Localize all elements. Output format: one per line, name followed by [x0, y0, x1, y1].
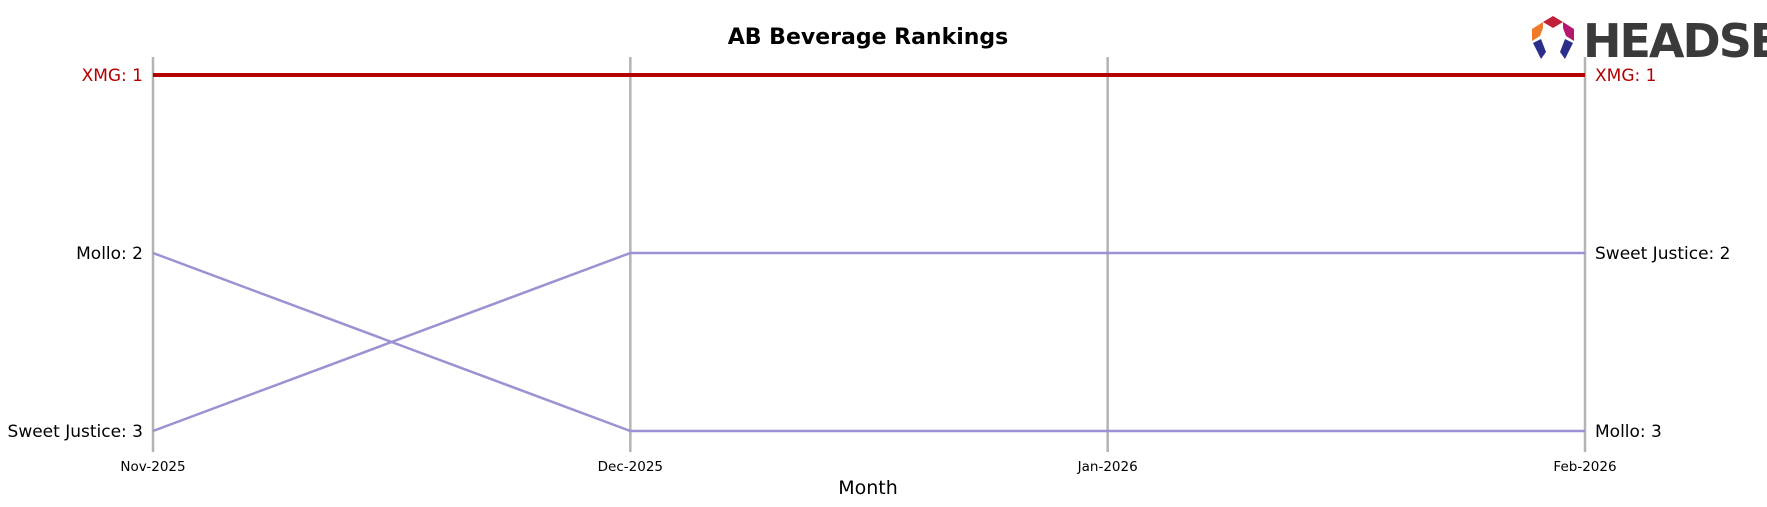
right-rank-label: Sweet Justice: 2: [1595, 244, 1730, 264]
chart-title: AB Beverage Rankings: [728, 25, 1009, 50]
headset-logo: HEADSET: [1532, 14, 1767, 68]
left-rank-label: XMG: 1: [82, 66, 143, 86]
headset-logo-icon: [1532, 16, 1574, 59]
left-rank-label: Mollo: 2: [76, 244, 143, 264]
left-rank-label: Sweet Justice: 3: [8, 422, 143, 442]
series-line-mollo: [152, 251, 1585, 433]
x-tick-label: Dec-2025: [598, 459, 663, 475]
x-tick-labels: Nov-2025 Dec-2025 Jan-2026 Feb-2026: [120, 459, 1616, 475]
series-lines: [152, 73, 1585, 433]
x-tick-label: Nov-2025: [120, 459, 185, 475]
gridlines: [151, 57, 1587, 452]
right-rank-labels: XMG: 1 Sweet Justice: 2 Mollo: 3: [1595, 66, 1730, 442]
left-rank-labels: XMG: 1 Mollo: 2 Sweet Justice: 3: [8, 66, 143, 442]
headset-logo-text: HEADSET: [1583, 14, 1767, 68]
series-line-sweet-justice: [152, 251, 1585, 433]
x-axis-label: Month: [838, 477, 898, 499]
x-tick-label: Feb-2026: [1553, 459, 1616, 475]
x-tick-label: Jan-2026: [1077, 459, 1138, 475]
right-rank-label: XMG: 1: [1595, 66, 1656, 86]
right-rank-label: Mollo: 3: [1595, 422, 1662, 442]
